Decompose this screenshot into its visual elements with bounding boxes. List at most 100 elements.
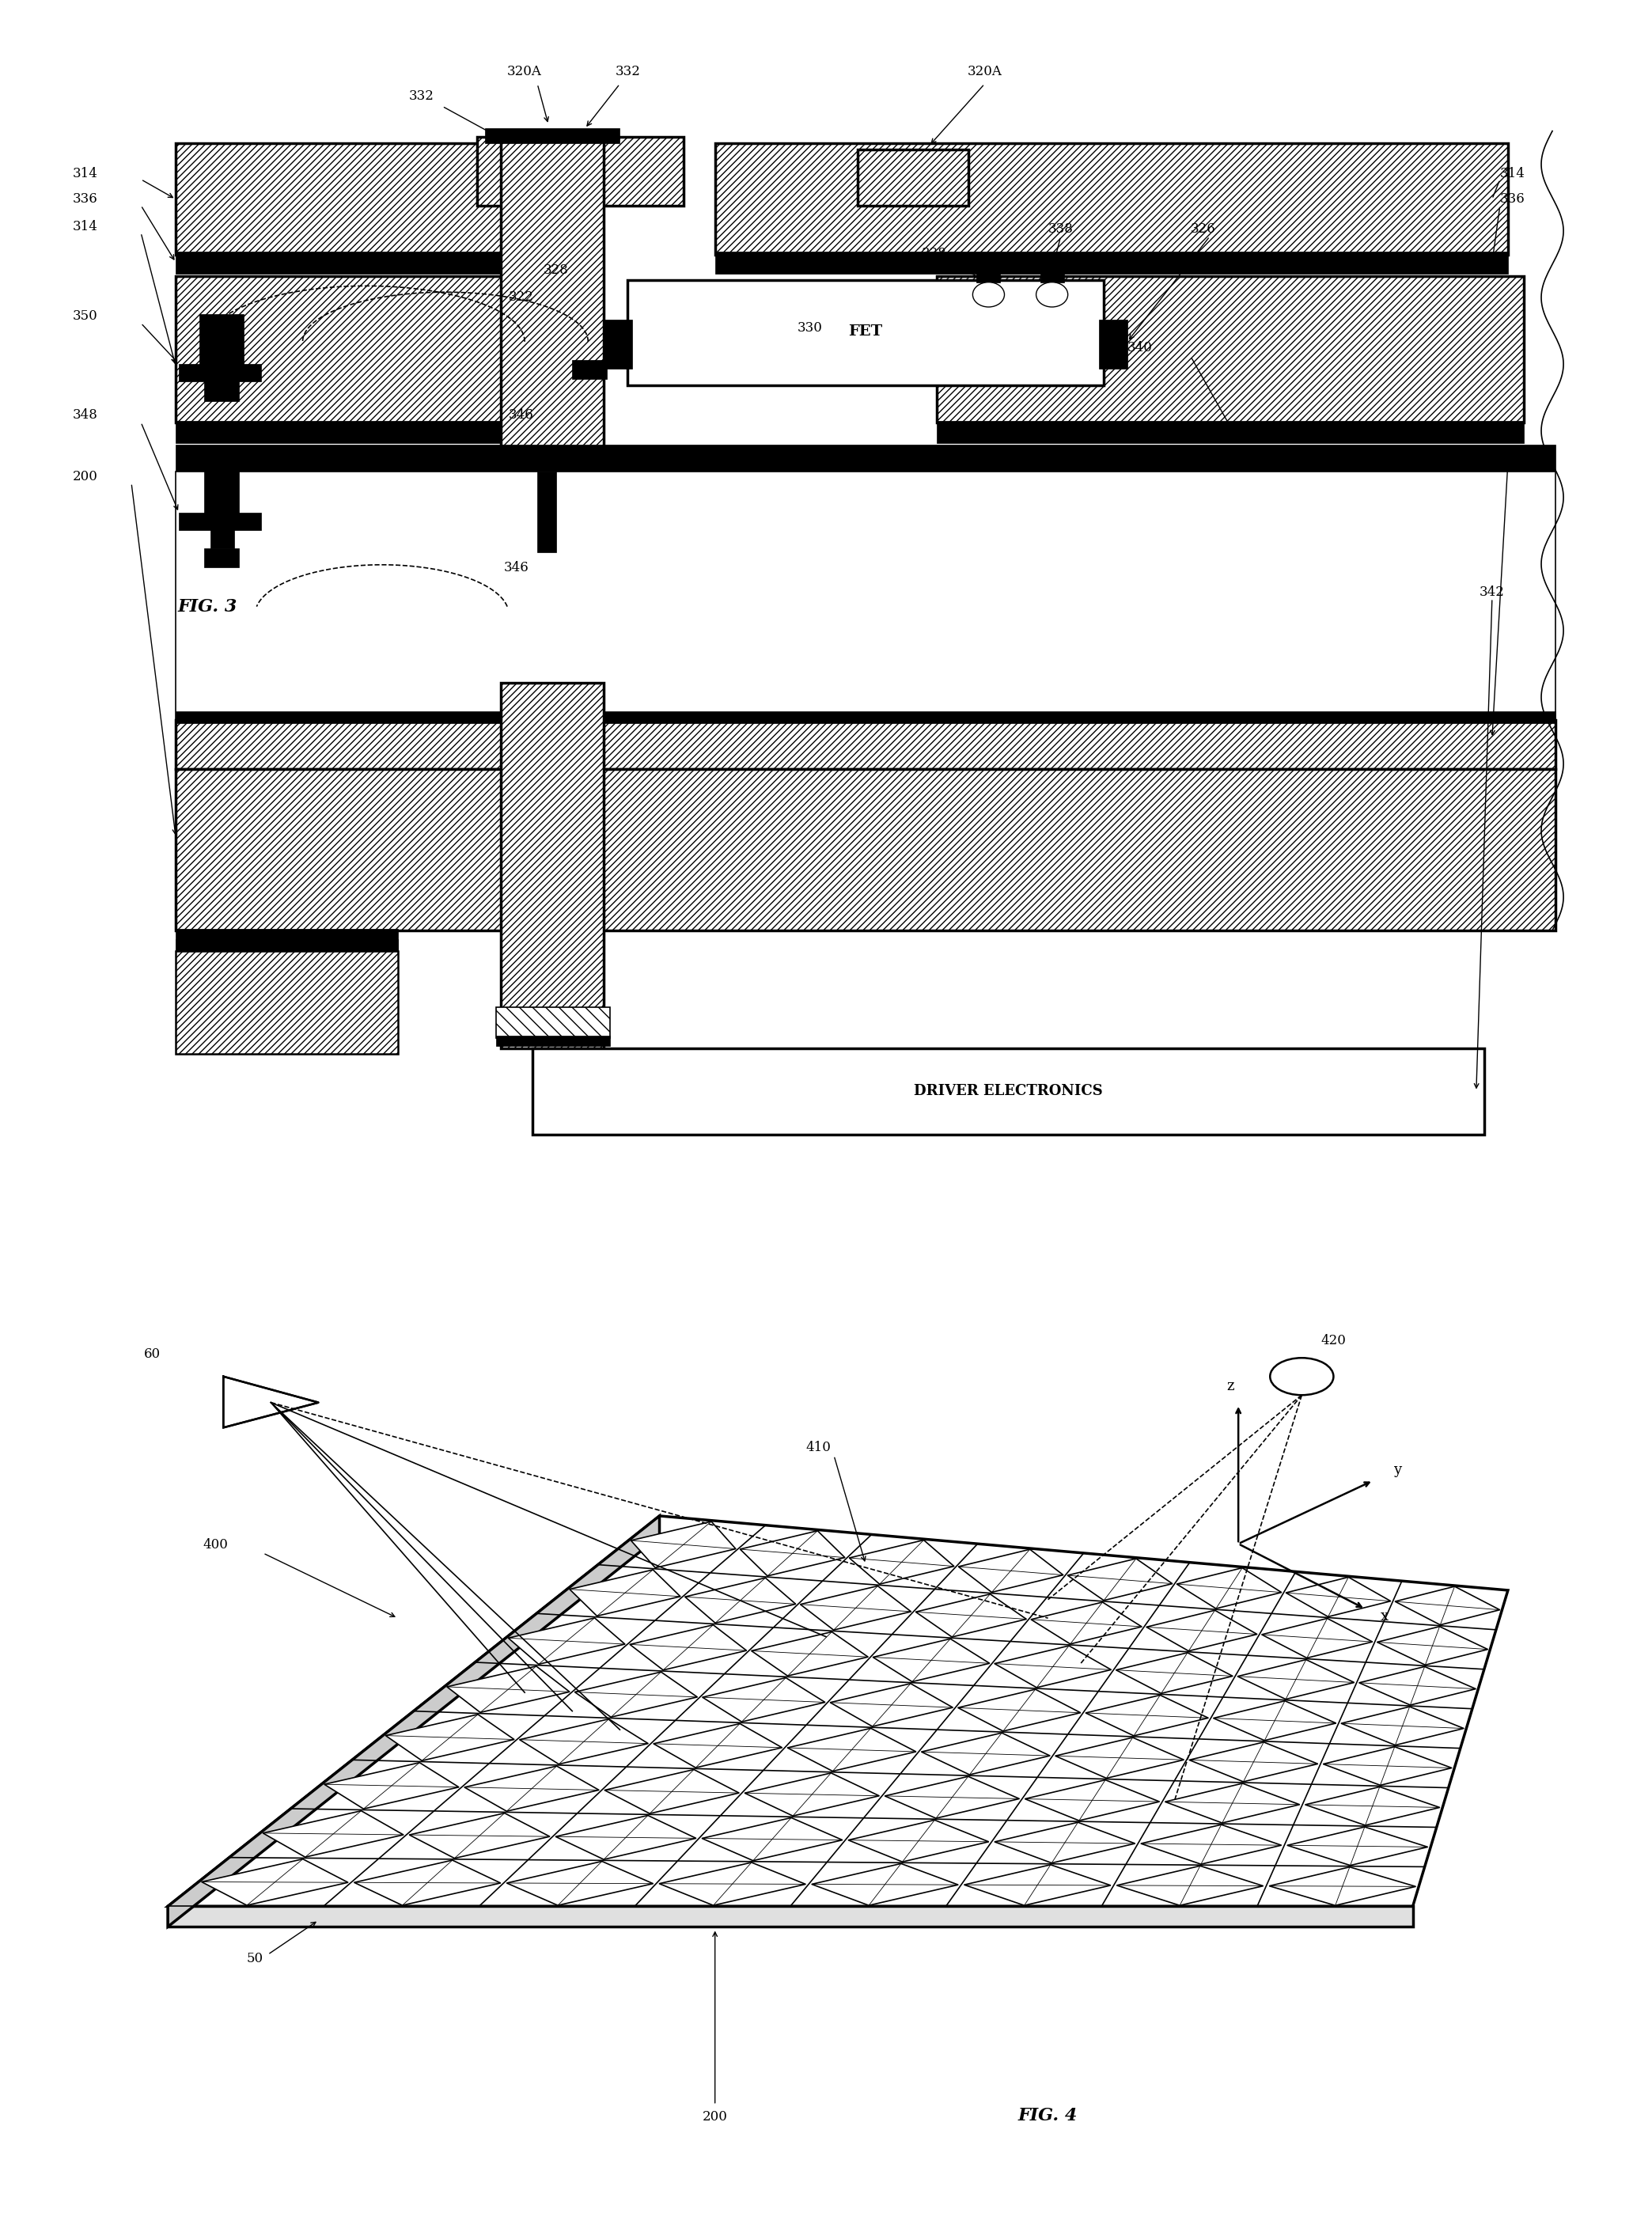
Bar xyxy=(715,252,1508,274)
Polygon shape xyxy=(519,1720,648,1764)
Polygon shape xyxy=(995,1646,1112,1689)
Polygon shape xyxy=(849,1540,955,1585)
Bar xyxy=(715,144,1508,254)
Bar xyxy=(178,363,261,381)
Text: 326: 326 xyxy=(1191,221,1216,237)
Bar xyxy=(175,952,398,1053)
Polygon shape xyxy=(1305,1786,1441,1826)
Polygon shape xyxy=(464,1766,600,1810)
Polygon shape xyxy=(1085,1695,1208,1735)
Polygon shape xyxy=(1341,1706,1464,1746)
Polygon shape xyxy=(752,1631,867,1675)
Polygon shape xyxy=(958,1689,1080,1731)
Bar xyxy=(486,128,620,144)
Polygon shape xyxy=(169,1516,1508,1905)
Polygon shape xyxy=(702,1677,824,1722)
Bar xyxy=(496,1036,610,1045)
Text: 330: 330 xyxy=(798,321,823,334)
Polygon shape xyxy=(169,1516,659,1928)
Polygon shape xyxy=(872,1640,990,1682)
Polygon shape xyxy=(847,1819,990,1861)
Bar xyxy=(211,527,235,549)
Polygon shape xyxy=(800,1587,910,1631)
Text: 200: 200 xyxy=(73,469,97,485)
Polygon shape xyxy=(1285,1578,1391,1618)
Bar xyxy=(532,1049,1483,1135)
Polygon shape xyxy=(1213,1702,1336,1739)
Polygon shape xyxy=(1323,1746,1452,1786)
Bar xyxy=(175,471,1556,719)
Polygon shape xyxy=(354,1861,501,1905)
Polygon shape xyxy=(1146,1611,1257,1651)
Polygon shape xyxy=(1142,1824,1282,1863)
Bar xyxy=(175,144,525,254)
Polygon shape xyxy=(1031,1602,1142,1644)
Bar xyxy=(537,471,557,553)
Polygon shape xyxy=(995,1821,1135,1863)
Text: 322: 322 xyxy=(509,290,534,303)
Text: 400: 400 xyxy=(203,1538,228,1551)
Polygon shape xyxy=(509,1618,624,1664)
Polygon shape xyxy=(1117,1866,1264,1905)
Bar xyxy=(496,1007,610,1038)
Text: FIG. 3: FIG. 3 xyxy=(178,598,238,615)
Text: 346: 346 xyxy=(504,560,529,573)
Polygon shape xyxy=(223,1376,319,1427)
Bar xyxy=(976,254,1001,283)
Bar xyxy=(501,682,605,1049)
Text: 342: 342 xyxy=(1480,586,1505,600)
Polygon shape xyxy=(811,1863,958,1905)
Text: z: z xyxy=(1227,1379,1234,1394)
Polygon shape xyxy=(1378,1627,1488,1664)
Polygon shape xyxy=(1189,1742,1318,1781)
Polygon shape xyxy=(745,1773,879,1817)
Bar xyxy=(572,361,608,378)
Polygon shape xyxy=(570,1569,681,1615)
Polygon shape xyxy=(654,1724,781,1768)
Polygon shape xyxy=(631,1523,735,1567)
Polygon shape xyxy=(1262,1618,1373,1658)
Polygon shape xyxy=(1360,1666,1475,1704)
Polygon shape xyxy=(788,1728,915,1770)
Text: 420: 420 xyxy=(1322,1334,1346,1348)
Circle shape xyxy=(1270,1359,1333,1394)
Polygon shape xyxy=(263,1810,403,1857)
Polygon shape xyxy=(1287,1828,1427,1866)
Text: 346: 346 xyxy=(509,407,534,423)
Text: FET: FET xyxy=(849,325,882,339)
Text: 328: 328 xyxy=(544,263,568,277)
Polygon shape xyxy=(507,1861,653,1905)
Polygon shape xyxy=(1056,1737,1184,1779)
Text: FIG. 4: FIG. 4 xyxy=(1018,2107,1077,2124)
Polygon shape xyxy=(831,1684,953,1726)
Polygon shape xyxy=(702,1817,843,1861)
Bar xyxy=(175,252,525,274)
Bar xyxy=(175,420,525,443)
Text: 50: 50 xyxy=(246,1952,263,1965)
Text: DRIVER ELECTRONICS: DRIVER ELECTRONICS xyxy=(914,1084,1104,1098)
Text: 336: 336 xyxy=(1500,193,1525,206)
Bar xyxy=(175,445,1556,471)
Bar xyxy=(205,549,240,567)
Bar xyxy=(205,378,240,401)
Bar xyxy=(1041,254,1064,283)
Text: 60: 60 xyxy=(144,1348,160,1361)
Text: 338: 338 xyxy=(922,248,947,261)
Text: 314: 314 xyxy=(73,219,97,232)
Polygon shape xyxy=(385,1715,514,1762)
Polygon shape xyxy=(555,1815,695,1859)
Polygon shape xyxy=(1165,1784,1300,1824)
Bar xyxy=(200,314,244,367)
Text: 348: 348 xyxy=(73,407,97,423)
Polygon shape xyxy=(605,1770,738,1815)
Polygon shape xyxy=(169,1905,1412,1928)
Text: 332: 332 xyxy=(410,91,434,104)
Text: 344: 344 xyxy=(1500,449,1525,463)
Bar xyxy=(628,279,1104,385)
Polygon shape xyxy=(1067,1558,1173,1600)
Text: 340: 340 xyxy=(1127,341,1153,354)
Bar xyxy=(178,513,261,531)
Bar xyxy=(175,710,1556,724)
Polygon shape xyxy=(1237,1660,1355,1700)
Text: 314: 314 xyxy=(73,166,97,179)
